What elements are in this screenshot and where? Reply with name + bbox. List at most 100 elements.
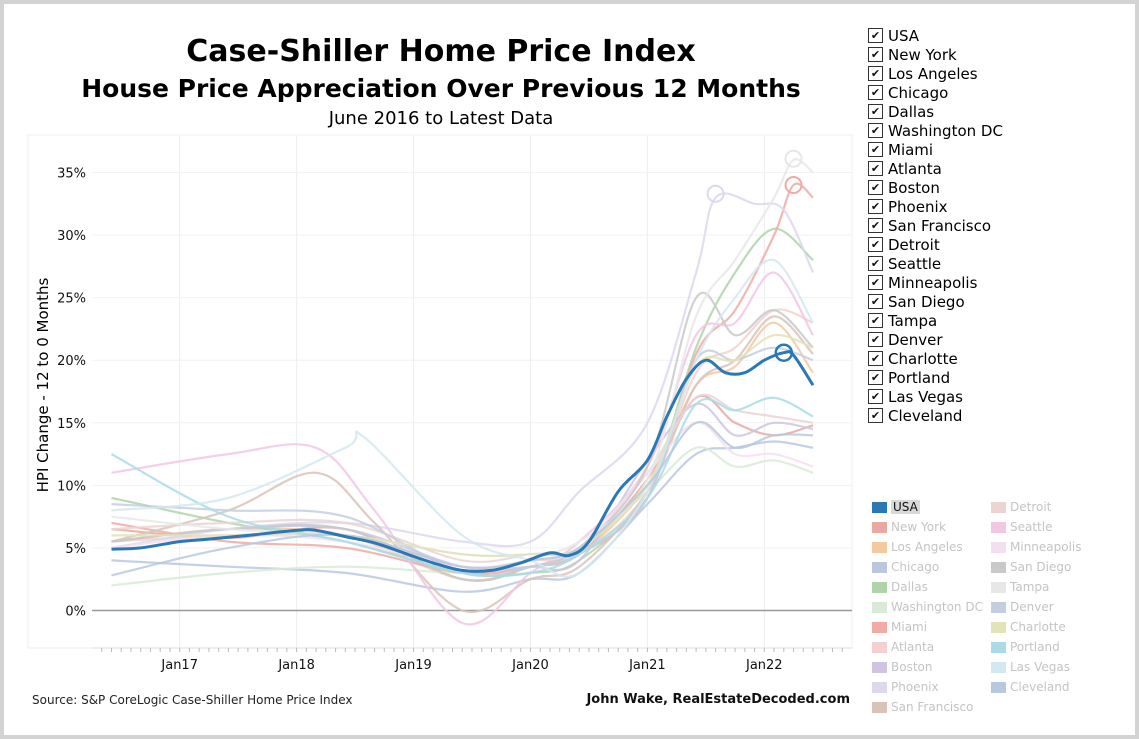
checkbox-checked-icon[interactable]: ✔ — [868, 332, 883, 347]
filter-item[interactable]: ✔ Portland — [868, 368, 1003, 387]
legend-item[interactable]: Chicago — [872, 557, 939, 577]
legend-swatch — [872, 521, 887, 533]
checkbox-checked-icon[interactable]: ✔ — [868, 294, 883, 309]
filter-item[interactable]: ✔ Detroit — [868, 235, 1003, 254]
peak-marker-phoenix — [706, 184, 725, 203]
checkbox-checked-icon[interactable]: ✔ — [868, 408, 883, 423]
legend-item[interactable]: Las Vegas — [991, 657, 1070, 677]
legend-label: Portland — [1010, 640, 1060, 654]
legend-label: Chicago — [891, 560, 940, 574]
y-tick-label: 35% — [57, 167, 86, 182]
series-line-minneapolis — [111, 421, 814, 569]
legend-swatch — [872, 681, 887, 693]
legend-swatch — [872, 581, 887, 593]
legend-item[interactable]: Dallas — [872, 577, 928, 597]
checkbox-checked-icon[interactable]: ✔ — [868, 142, 883, 157]
legend-item[interactable]: Phoenix — [872, 677, 939, 697]
filter-item[interactable]: ✔ Denver — [868, 330, 1003, 349]
series-line-seattle — [111, 271, 814, 626]
legend-item[interactable]: Denver — [991, 597, 1054, 617]
legend-item[interactable]: San Diego — [991, 557, 1071, 577]
checkbox-checked-icon[interactable]: ✔ — [868, 123, 883, 138]
legend-item[interactable]: Washington DC — [872, 597, 983, 617]
filter-item[interactable]: ✔ New York — [868, 45, 1003, 64]
legend-label: Los Angeles — [891, 540, 963, 554]
legend-item[interactable]: Boston — [872, 657, 932, 677]
filter-item-label: Denver — [888, 330, 943, 349]
legend-item[interactable]: Seattle — [991, 517, 1052, 537]
y-tick-label: 25% — [57, 292, 86, 307]
legend-item[interactable]: Charlotte — [991, 617, 1066, 637]
checkbox-checked-icon[interactable]: ✔ — [868, 389, 883, 404]
legend-item[interactable]: Portland — [991, 637, 1060, 657]
legend-label: Dallas — [891, 580, 928, 594]
filter-item[interactable]: ✔ Minneapolis — [868, 273, 1003, 292]
y-tick-label: 5% — [65, 542, 86, 557]
legend-item[interactable]: Detroit — [991, 497, 1051, 517]
checkbox-checked-icon[interactable]: ✔ — [868, 313, 883, 328]
checkbox-checked-icon[interactable]: ✔ — [868, 161, 883, 176]
legend-item[interactable]: New York — [872, 517, 946, 537]
filter-item[interactable]: ✔ Las Vegas — [868, 387, 1003, 406]
checkbox-checked-icon[interactable]: ✔ — [868, 199, 883, 214]
legend-item[interactable]: Atlanta — [872, 637, 934, 657]
legend-item[interactable]: Tampa — [991, 577, 1049, 597]
checkbox-checked-icon[interactable]: ✔ — [868, 370, 883, 385]
legend-label: Charlotte — [1010, 620, 1066, 634]
filter-item[interactable]: ✔ Boston — [868, 178, 1003, 197]
filter-item[interactable]: ✔ Dallas — [868, 102, 1003, 121]
filter-item-label: Los Angeles — [888, 64, 978, 83]
legend-label: Cleveland — [1010, 680, 1070, 694]
checkbox-checked-icon[interactable]: ✔ — [868, 85, 883, 100]
legend-label: Washington DC — [891, 600, 983, 614]
x-tick-label: Jan17 — [160, 658, 198, 673]
legend-label: Detroit — [1010, 500, 1052, 514]
checkbox-checked-icon[interactable]: ✔ — [868, 256, 883, 271]
checkbox-checked-icon[interactable]: ✔ — [868, 275, 883, 290]
checkbox-checked-icon[interactable]: ✔ — [868, 47, 883, 62]
checkbox-checked-icon[interactable]: ✔ — [868, 66, 883, 81]
filter-item-label: Washington DC — [888, 121, 1003, 140]
legend-item[interactable]: Cleveland — [991, 677, 1070, 697]
filter-item-label: Chicago — [888, 83, 949, 102]
filter-item[interactable]: ✔ Charlotte — [868, 349, 1003, 368]
legend-swatch — [991, 681, 1006, 693]
filter-item[interactable]: ✔ Washington DC — [868, 121, 1003, 140]
filter-item[interactable]: ✔ Cleveland — [868, 406, 1003, 425]
legend-label: New York — [891, 520, 946, 534]
series-line-tampa — [111, 158, 814, 558]
filter-item[interactable]: ✔ Los Angeles — [868, 64, 1003, 83]
legend-item[interactable]: Minneapolis — [991, 537, 1082, 557]
filter-item[interactable]: ✔ Chicago — [868, 83, 1003, 102]
legend-swatch — [872, 541, 887, 553]
filter-item-label: Tampa — [888, 311, 938, 330]
checkbox-checked-icon[interactable]: ✔ — [868, 28, 883, 43]
legend-swatch — [991, 521, 1006, 533]
line-chart: 0%5%10%15%20%25%30%35% Jan17 Jan18 Jan19 Ja… — [27, 134, 853, 673]
legend-item[interactable]: Miami — [872, 617, 927, 637]
filter-item[interactable]: ✔ San Diego — [868, 292, 1003, 311]
filter-item-label: USA — [888, 26, 920, 45]
checkbox-checked-icon[interactable]: ✔ — [868, 180, 883, 195]
series-line-miami — [111, 182, 814, 575]
checkbox-checked-icon[interactable]: ✔ — [868, 351, 883, 366]
filter-item[interactable]: ✔ Seattle — [868, 254, 1003, 273]
filter-item[interactable]: ✔ USA — [868, 26, 1003, 45]
legend-item[interactable]: USA — [872, 497, 920, 517]
checkbox-checked-icon[interactable]: ✔ — [868, 218, 883, 233]
legend-item[interactable]: Los Angeles — [872, 537, 963, 557]
legend-label: Atlanta — [891, 640, 935, 654]
series-line-las-vegas — [111, 258, 814, 578]
chart-title: Case-Shiller Home Price Index — [186, 34, 696, 69]
legend-label: USA — [891, 500, 920, 514]
legend-label: Minneapolis — [1010, 540, 1082, 554]
checkbox-checked-icon[interactable]: ✔ — [868, 104, 883, 119]
filter-item[interactable]: ✔ Phoenix — [868, 197, 1003, 216]
filter-item-label: Cleveland — [888, 406, 963, 425]
filter-item[interactable]: ✔ Miami — [868, 140, 1003, 159]
filter-item[interactable]: ✔ Atlanta — [868, 159, 1003, 178]
filter-item[interactable]: ✔ San Francisco — [868, 216, 1003, 235]
legend-item[interactable]: San Francisco — [872, 697, 973, 717]
checkbox-checked-icon[interactable]: ✔ — [868, 237, 883, 252]
filter-item[interactable]: ✔ Tampa — [868, 311, 1003, 330]
